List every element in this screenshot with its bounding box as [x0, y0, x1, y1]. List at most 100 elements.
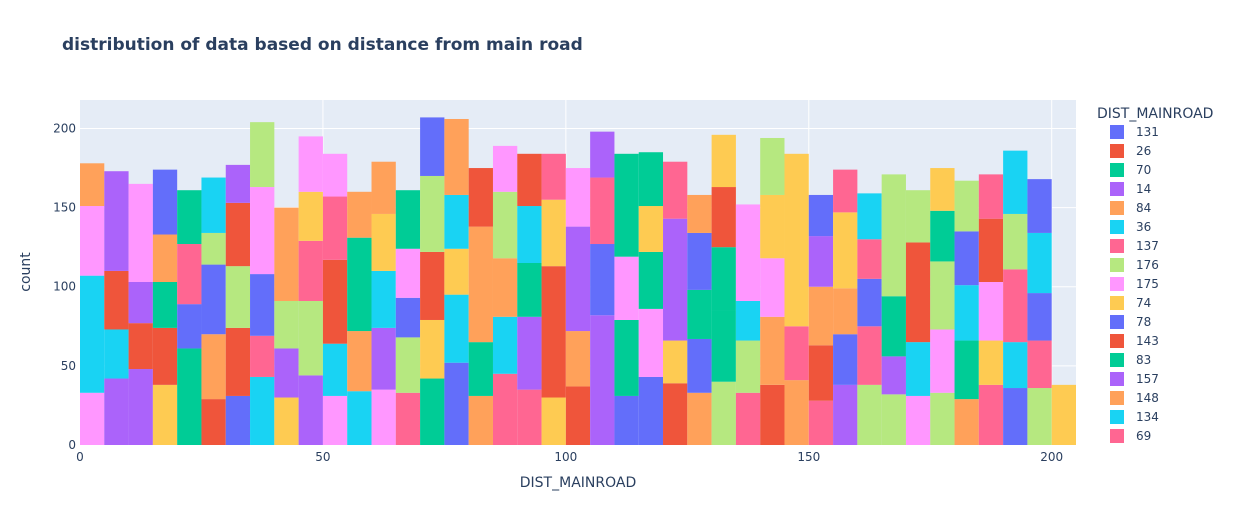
bar-segment-28-2[interactable] [760, 258, 785, 317]
legend-label-69[interactable]: 69 [1136, 429, 1151, 443]
legend-swatch-70[interactable] [1110, 163, 1124, 177]
bar-segment-11-0[interactable] [347, 391, 372, 445]
legend-swatch-78[interactable] [1110, 315, 1124, 329]
bar-segment-1-3[interactable] [104, 171, 129, 271]
bar-segment-0-3[interactable] [80, 163, 105, 207]
bar-segment-37-3[interactable] [978, 218, 1004, 282]
bar-segment-20-0[interactable] [565, 386, 591, 445]
bar-segment-4-3[interactable] [177, 190, 202, 245]
bar-segment-28-0[interactable] [760, 384, 785, 445]
legend-label-148[interactable]: 148 [1136, 391, 1159, 405]
bar-segment-36-4[interactable] [954, 180, 979, 232]
bar-segment-13-2[interactable] [395, 297, 421, 338]
bar-segment-16-1[interactable] [468, 342, 493, 396]
bar-segment-5-4[interactable] [201, 177, 226, 233]
legend-swatch-83[interactable] [1110, 353, 1124, 367]
legend-label-131[interactable]: 131 [1136, 125, 1159, 139]
legend-label-26[interactable]: 26 [1136, 144, 1151, 158]
bar-segment-1-2[interactable] [104, 270, 129, 330]
bar-segment-16-2[interactable] [468, 226, 493, 343]
bar-segment-34-0[interactable] [905, 395, 931, 445]
bar-segment-10-1[interactable] [322, 343, 348, 396]
bar-segment-14-2[interactable] [420, 251, 445, 320]
bar-segment-23-3[interactable] [638, 206, 664, 252]
legend-swatch-74[interactable] [1110, 296, 1124, 310]
bar-segment-13-3[interactable] [395, 248, 421, 298]
legend-label-36[interactable]: 36 [1136, 220, 1151, 234]
bar-segment-23-2[interactable] [638, 251, 664, 309]
bar-segment-15-4[interactable] [444, 118, 469, 195]
bar-segment-25-1[interactable] [687, 338, 712, 393]
bar-segment-25-2[interactable] [687, 289, 712, 339]
bar-segment-21-1[interactable] [590, 244, 615, 316]
bar-segment-7-0[interactable] [250, 376, 275, 445]
bar-segment-22-0[interactable] [614, 395, 639, 445]
legend-label-137[interactable]: 137 [1136, 239, 1159, 253]
bar-segment-27-2[interactable] [735, 300, 761, 341]
bars[interactable] [80, 117, 1076, 445]
bar-segment-28-3[interactable] [760, 194, 785, 259]
legend-swatch-26[interactable] [1110, 144, 1124, 158]
bar-segment-18-4[interactable] [517, 153, 542, 207]
bar-segment-26-4[interactable] [711, 134, 736, 188]
bar-segment-21-2[interactable] [590, 177, 615, 245]
legend-label-78[interactable]: 78 [1136, 315, 1151, 329]
bar-segment-10-3[interactable] [322, 196, 348, 260]
bar-segment-29-1[interactable] [784, 326, 809, 381]
legend-swatch-137[interactable] [1110, 239, 1124, 253]
bar-segment-24-0[interactable] [663, 383, 688, 445]
bar-segment-5-0[interactable] [201, 399, 226, 445]
bar-segment-35-1[interactable] [930, 329, 955, 393]
bar-segment-0-0[interactable] [80, 392, 105, 445]
bar-segment-35-2[interactable] [930, 261, 955, 330]
bar-segment-31-4[interactable] [833, 169, 858, 213]
legend-label-176[interactable]: 176 [1136, 258, 1159, 272]
bar-segment-21-0[interactable] [590, 315, 615, 445]
legend-swatch-175[interactable] [1110, 277, 1124, 291]
bar-segment-27-1[interactable] [735, 340, 761, 393]
legend-label-14[interactable]: 14 [1136, 182, 1151, 196]
bar-segment-19-0[interactable] [541, 397, 566, 445]
bar-segment-23-0[interactable] [638, 376, 664, 445]
bar-segment-18-2[interactable] [517, 263, 542, 317]
bar-segment-11-2[interactable] [347, 237, 372, 332]
bar-segment-7-2[interactable] [250, 274, 275, 336]
bar-segment-36-0[interactable] [954, 399, 979, 445]
bar-segment-6-3[interactable] [225, 202, 251, 267]
bar-segment-32-1[interactable] [857, 326, 882, 385]
bar-segment-22-1[interactable] [614, 319, 639, 396]
bar-segment-30-1[interactable] [808, 345, 834, 401]
legend-label-175[interactable]: 175 [1136, 277, 1159, 291]
bar-segment-37-2[interactable] [978, 281, 1004, 341]
bar-segment-33-1[interactable] [881, 356, 906, 395]
bar-segment-30-3[interactable] [808, 236, 834, 287]
bar-segment-9-4[interactable] [298, 136, 323, 192]
bar-segment-33-0[interactable] [881, 394, 906, 445]
bar-segment-35-0[interactable] [930, 392, 955, 445]
bar-segment-1-1[interactable] [104, 329, 129, 379]
bar-segment-9-2[interactable] [298, 240, 323, 301]
bar-segment-39-4[interactable] [1027, 179, 1052, 233]
bar-segment-25-4[interactable] [687, 194, 712, 233]
bar-segment-15-0[interactable] [444, 362, 469, 445]
bar-segment-2-0[interactable] [128, 369, 153, 445]
bar-segment-40-0[interactable] [1051, 384, 1076, 445]
bar-segment-38-0[interactable] [1003, 388, 1028, 445]
bar-segment-1-0[interactable] [104, 378, 129, 445]
bar-segment-25-0[interactable] [687, 392, 712, 445]
bar-segment-39-1[interactable] [1027, 340, 1052, 389]
bar-segment-38-1[interactable] [1003, 342, 1028, 389]
bar-segment-24-1[interactable] [663, 340, 688, 384]
bar-segment-6-2[interactable] [225, 266, 251, 328]
legend-swatch-84[interactable] [1110, 201, 1124, 215]
bar-segment-10-4[interactable] [322, 153, 348, 197]
bar-segment-9-3[interactable] [298, 191, 323, 241]
bar-segment-15-1[interactable] [444, 294, 469, 363]
bar-segment-14-3[interactable] [420, 175, 445, 252]
bar-segment-30-0[interactable] [808, 400, 834, 445]
bar-segment-19-1[interactable] [541, 266, 566, 398]
bar-segment-17-1[interactable] [492, 316, 518, 374]
bar-segment-38-2[interactable] [1003, 269, 1028, 343]
bar-segment-14-4[interactable] [420, 117, 445, 176]
bar-segment-23-4[interactable] [638, 152, 664, 207]
